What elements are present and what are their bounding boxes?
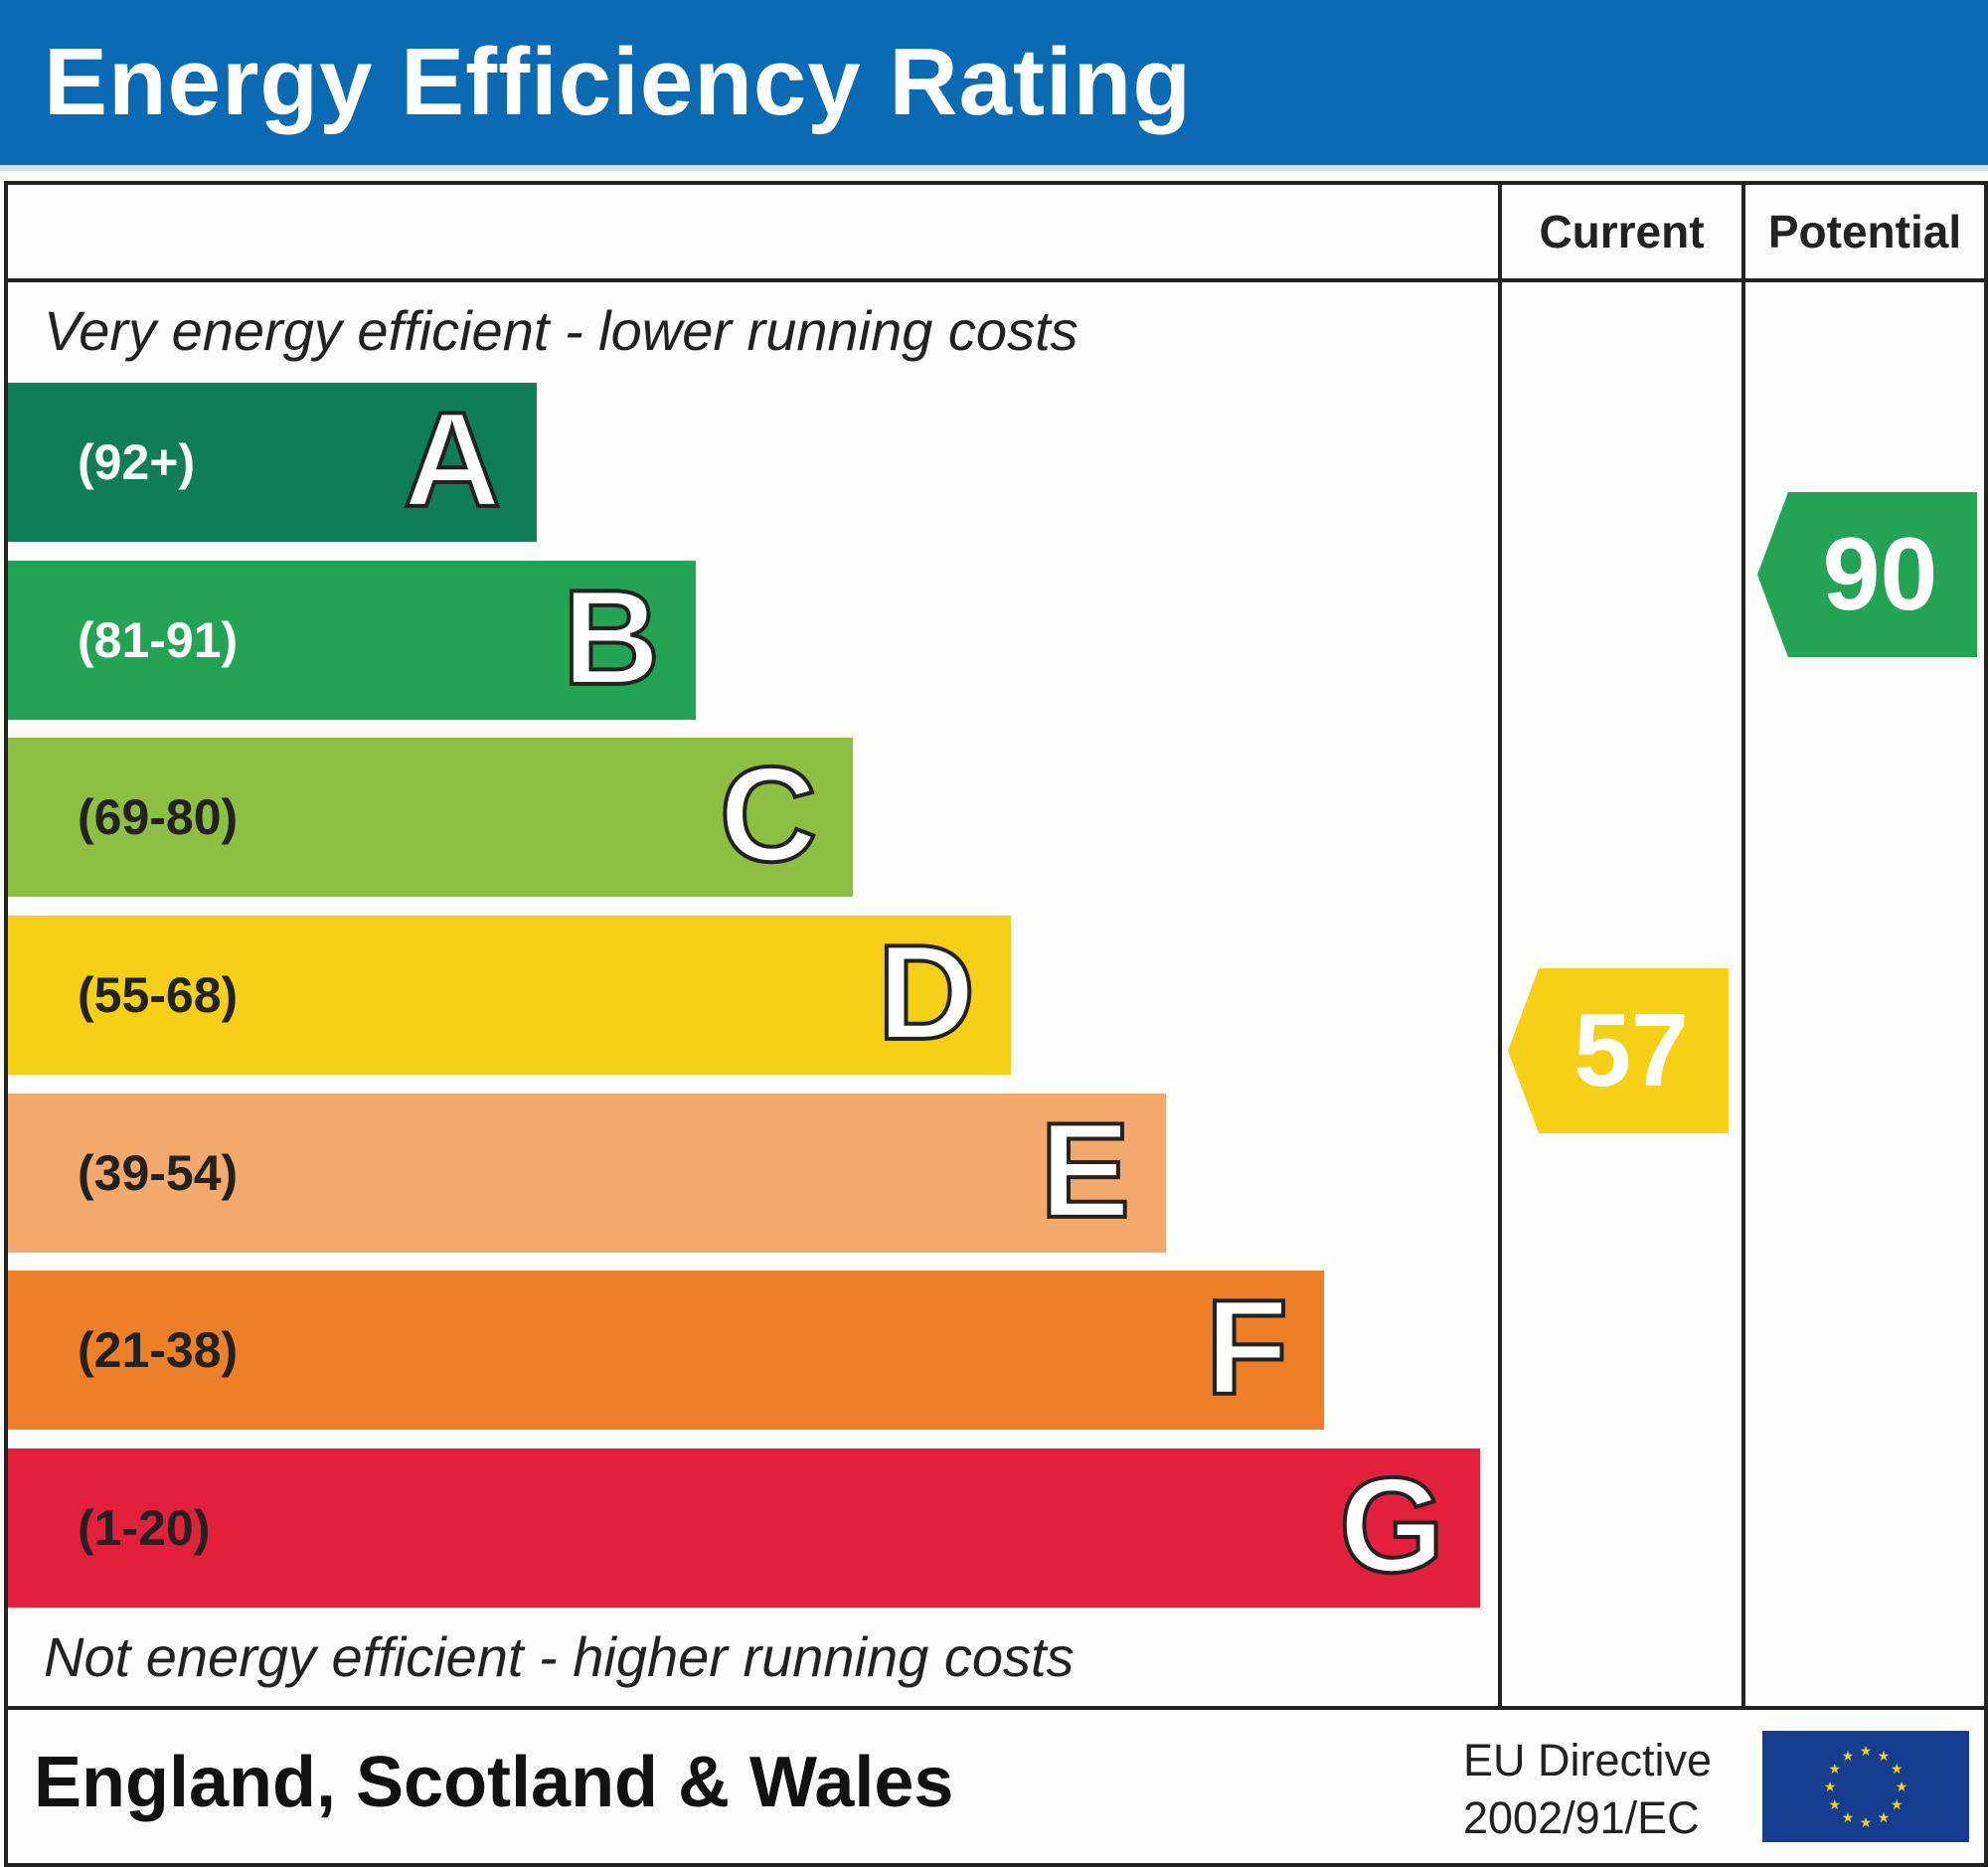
band-range: (81-91) [78, 612, 239, 668]
flag-star: ★ [1878, 1748, 1891, 1764]
flag-star: ★ [1860, 1814, 1873, 1830]
chart-title: Energy Efficiency Rating [44, 29, 1192, 135]
flag-star: ★ [1878, 1809, 1891, 1825]
band-letter: D [876, 915, 977, 1070]
flag-star: ★ [1824, 1779, 1837, 1794]
band-range: (1-20) [78, 1500, 211, 1556]
band-letter: E [1038, 1093, 1132, 1248]
eu-flag-icon: ★★★★★★★★★ ★ ★★ [1762, 1731, 1969, 1842]
band-range: (92+) [78, 434, 196, 490]
bottom-note: Not energy efficient - higher running co… [44, 1625, 1075, 1688]
column-divider [1498, 181, 1502, 1708]
band-range: (69-80) [78, 789, 239, 845]
directive-line2: 2002/91/EC [1463, 1792, 1700, 1843]
band-d: (55-68) D [8, 915, 1011, 1075]
eu-directive: EU Directive 2002/91/EC [1463, 1732, 1712, 1847]
flag-star: ★ [1842, 1748, 1855, 1764]
band-letter: A [402, 382, 503, 537]
header-divider [4, 278, 1988, 282]
band-range: (21-38) [78, 1322, 239, 1378]
footer-divider [4, 1706, 1988, 1710]
chart-frame [4, 181, 1988, 1867]
column-divider [1741, 181, 1745, 1708]
directive-line1: EU Directive [1463, 1735, 1713, 1785]
band-c: (69-80) C [8, 737, 853, 897]
flag-star: ★ [1896, 1779, 1908, 1794]
band-a: (92+) A [8, 382, 537, 542]
current-column-header: Current [1539, 206, 1705, 257]
band-f: (21-38) F [8, 1270, 1324, 1430]
band-g: (1-20) G [8, 1447, 1480, 1608]
region-label: England, Scotland & Wales [34, 1743, 954, 1822]
flag-star: ★ [1829, 1761, 1842, 1777]
band-letter: B [561, 560, 662, 715]
band-b: (81-91) B [8, 560, 696, 720]
potential-column-header: Potential [1767, 206, 1962, 257]
header-band [0, 0, 1988, 171]
band-letter: G [1337, 1447, 1446, 1603]
current-rating-arrow: 57 [1508, 968, 1729, 1133]
current-rating-value: 57 [1574, 992, 1689, 1108]
flag-star: ★ [1891, 1761, 1904, 1777]
band-range: (39-54) [78, 1145, 239, 1201]
band-letter: C [718, 737, 819, 892]
top-note: Very energy efficient - lower running co… [44, 299, 1078, 362]
band-letter: F [1204, 1270, 1290, 1425]
flag-star: ★ [1842, 1809, 1855, 1825]
band-range: (55-68) [78, 967, 239, 1023]
flag-star: ★ [1860, 1743, 1873, 1759]
flag-star: ★ [1891, 1796, 1904, 1812]
potential-rating-arrow: 90 [1757, 492, 1977, 657]
potential-rating-value: 90 [1822, 516, 1938, 632]
flag-star: ★ [1829, 1796, 1842, 1812]
band-e: (39-54) E [8, 1093, 1166, 1253]
